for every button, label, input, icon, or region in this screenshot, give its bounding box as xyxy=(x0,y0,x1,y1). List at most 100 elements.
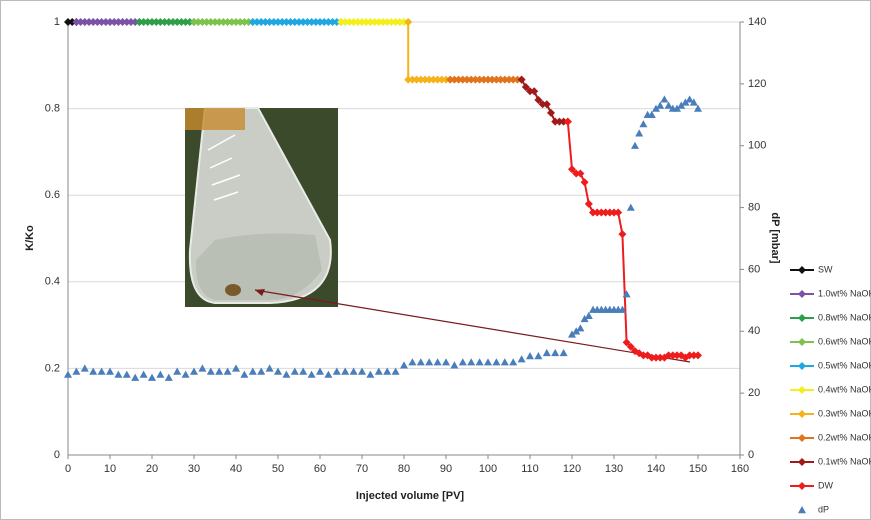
point xyxy=(458,358,467,366)
point xyxy=(76,18,85,26)
point xyxy=(206,367,215,375)
point xyxy=(110,18,119,26)
y-tick-label: 1 xyxy=(54,16,60,28)
point xyxy=(160,18,169,26)
y-tick-label: 0.8 xyxy=(45,103,60,115)
point xyxy=(215,367,224,375)
point xyxy=(324,18,333,26)
point xyxy=(269,18,278,26)
point xyxy=(374,367,383,375)
point xyxy=(597,208,606,217)
point xyxy=(416,358,425,366)
point xyxy=(500,358,509,366)
point xyxy=(265,364,274,372)
point xyxy=(156,18,165,26)
point xyxy=(274,367,282,375)
point xyxy=(408,358,417,366)
point xyxy=(626,203,635,211)
x-tick-label: 120 xyxy=(563,463,581,475)
point xyxy=(89,18,98,26)
point xyxy=(358,18,366,26)
point xyxy=(677,101,686,109)
point xyxy=(798,338,806,346)
point xyxy=(274,18,282,26)
point xyxy=(689,98,698,106)
point xyxy=(547,108,555,117)
point xyxy=(341,367,350,375)
point xyxy=(488,75,497,84)
y2-tick-label: 20 xyxy=(748,387,760,399)
point xyxy=(169,18,177,26)
y-tick-label: 0.6 xyxy=(45,189,60,201)
point xyxy=(605,208,614,217)
point xyxy=(106,18,114,26)
point xyxy=(404,18,413,26)
point xyxy=(639,351,648,360)
point xyxy=(798,314,806,322)
point xyxy=(467,75,476,84)
point xyxy=(492,75,501,84)
point xyxy=(202,18,211,26)
point xyxy=(798,434,806,442)
point xyxy=(101,18,110,26)
point xyxy=(173,18,182,26)
point xyxy=(232,364,240,372)
point xyxy=(618,230,627,239)
x-tick-label: 0 xyxy=(65,463,71,475)
point xyxy=(240,18,249,26)
y-tick-label: 0 xyxy=(54,449,60,461)
x-tick-label: 50 xyxy=(272,463,284,475)
point xyxy=(639,120,648,128)
point xyxy=(198,18,207,26)
point xyxy=(139,370,148,378)
point xyxy=(64,370,72,378)
point xyxy=(131,373,140,381)
point xyxy=(534,352,543,360)
point xyxy=(437,75,446,84)
point xyxy=(467,358,476,366)
point xyxy=(555,117,564,126)
point xyxy=(282,18,291,26)
point xyxy=(685,95,694,103)
legend-label: 1.0wt% NaOH xyxy=(818,288,871,298)
point xyxy=(349,18,358,26)
x-tick-label: 60 xyxy=(314,463,326,475)
point xyxy=(299,18,308,26)
marks xyxy=(64,18,702,381)
point xyxy=(227,18,236,26)
point xyxy=(622,290,631,298)
point xyxy=(568,165,576,174)
x-tick-label: 140 xyxy=(647,463,665,475)
point xyxy=(576,324,585,332)
x-tick-label: 160 xyxy=(731,463,749,475)
point xyxy=(198,364,207,372)
point xyxy=(349,367,358,375)
point xyxy=(341,18,350,26)
point xyxy=(97,367,106,375)
point xyxy=(379,18,387,26)
point xyxy=(614,208,623,217)
point xyxy=(122,18,131,26)
point xyxy=(517,75,526,84)
point xyxy=(475,75,484,84)
point xyxy=(563,117,572,126)
point xyxy=(416,75,425,84)
point xyxy=(320,18,329,26)
point xyxy=(400,361,408,369)
point xyxy=(404,75,413,84)
point xyxy=(206,18,215,26)
point xyxy=(295,18,303,26)
y2-axis-title: dP [mbar] xyxy=(769,212,781,263)
point xyxy=(450,361,459,369)
point xyxy=(694,104,702,112)
point xyxy=(194,18,203,26)
point xyxy=(358,367,366,375)
point xyxy=(618,305,627,313)
point xyxy=(223,18,232,26)
point xyxy=(185,18,194,26)
point xyxy=(647,353,656,362)
point xyxy=(311,18,320,26)
point xyxy=(475,358,484,366)
point xyxy=(559,117,568,126)
point xyxy=(652,104,660,112)
